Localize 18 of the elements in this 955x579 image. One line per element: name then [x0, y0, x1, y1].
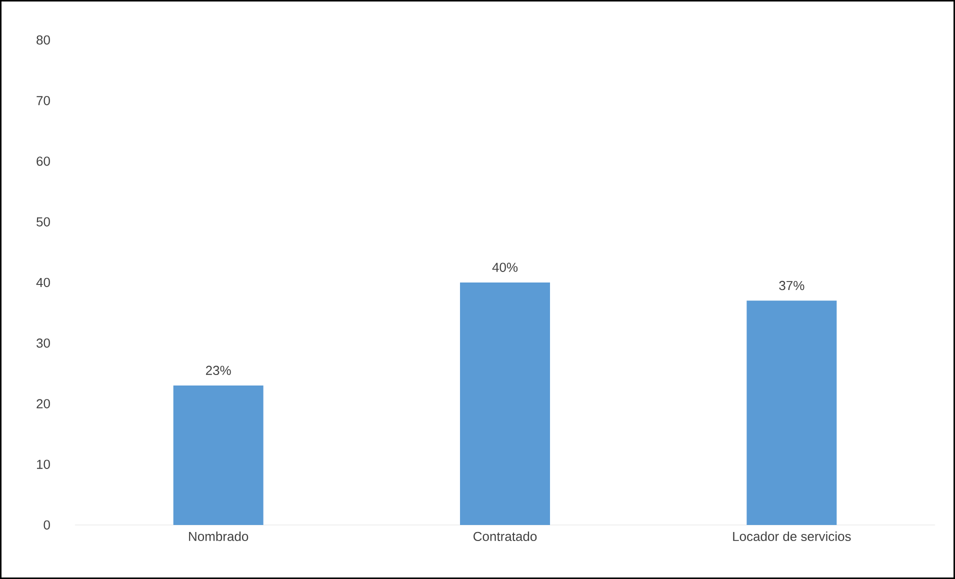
data-label: 23%: [206, 366, 231, 376]
data-label: 37%: [779, 280, 804, 290]
y-tick-label: 80: [36, 35, 50, 45]
y-tick-label: 50: [36, 217, 50, 226]
x-tick-label: Contratado: [474, 532, 537, 542]
y-tick-label: 20: [36, 399, 50, 408]
bar: [746, 300, 837, 525]
bar: [173, 386, 264, 525]
bar: [460, 282, 550, 525]
y-tick-label: 40: [36, 278, 50, 288]
data-label: 40%: [492, 262, 518, 272]
y-tick-label: 10: [37, 460, 50, 469]
y-tick-label: 0: [44, 520, 50, 530]
y-tick-label: 30: [36, 338, 50, 348]
x-tick-label: Nombrado: [189, 532, 248, 542]
x-tick-label: Locador de servicios: [733, 532, 851, 542]
y-tick-label: 60: [36, 156, 50, 166]
y-tick-label: 70: [36, 96, 50, 106]
